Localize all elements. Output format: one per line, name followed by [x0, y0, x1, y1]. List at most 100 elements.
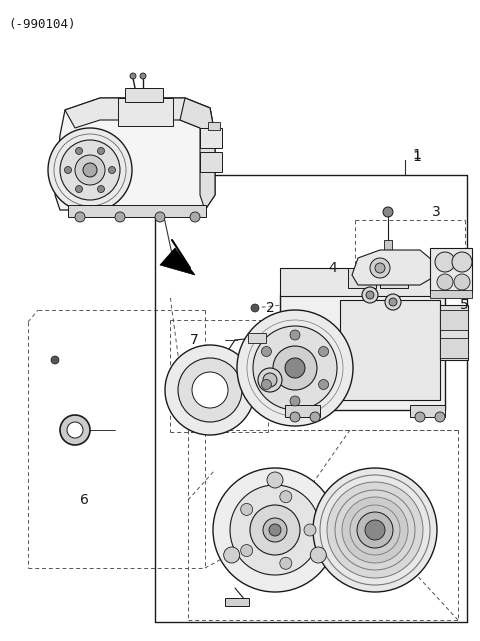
Circle shape	[97, 185, 105, 192]
Bar	[200, 152, 222, 172]
Circle shape	[385, 294, 401, 310]
Circle shape	[304, 524, 316, 536]
Circle shape	[165, 345, 255, 435]
Circle shape	[115, 212, 125, 222]
Circle shape	[251, 304, 259, 312]
Circle shape	[366, 291, 374, 299]
Text: 6: 6	[80, 493, 89, 507]
Circle shape	[454, 274, 470, 290]
Circle shape	[280, 491, 292, 503]
Circle shape	[342, 497, 408, 563]
Circle shape	[290, 396, 300, 406]
Bar	[125, 88, 163, 102]
Circle shape	[60, 415, 90, 445]
Circle shape	[258, 368, 282, 392]
Text: 7: 7	[190, 333, 199, 347]
Bar	[384, 240, 392, 258]
Circle shape	[319, 379, 329, 390]
Circle shape	[313, 468, 437, 592]
Circle shape	[357, 512, 393, 548]
Bar	[440, 310, 468, 330]
Circle shape	[290, 412, 300, 422]
Circle shape	[273, 346, 317, 390]
Circle shape	[192, 372, 228, 408]
Bar	[430, 248, 472, 293]
Circle shape	[267, 472, 283, 488]
Circle shape	[130, 73, 136, 79]
Circle shape	[263, 373, 277, 387]
Circle shape	[250, 505, 300, 555]
Circle shape	[237, 310, 353, 426]
Circle shape	[224, 547, 240, 563]
Circle shape	[262, 347, 271, 356]
Text: 5: 5	[460, 298, 469, 312]
Circle shape	[240, 503, 252, 515]
Circle shape	[155, 212, 165, 222]
Circle shape	[64, 167, 72, 174]
Circle shape	[327, 482, 423, 578]
Polygon shape	[352, 250, 432, 285]
Circle shape	[213, 468, 337, 592]
Bar	[440, 338, 468, 358]
Circle shape	[253, 326, 337, 410]
Bar	[68, 205, 206, 217]
Circle shape	[280, 557, 292, 569]
Text: 3: 3	[432, 205, 441, 219]
Circle shape	[370, 258, 390, 278]
Circle shape	[75, 185, 83, 192]
Circle shape	[290, 330, 300, 340]
Circle shape	[383, 207, 393, 217]
Circle shape	[269, 524, 281, 536]
Circle shape	[140, 73, 146, 79]
Circle shape	[240, 545, 252, 556]
Bar	[200, 128, 222, 148]
Circle shape	[365, 520, 385, 540]
Bar	[380, 268, 408, 288]
Circle shape	[435, 252, 455, 272]
Circle shape	[230, 485, 320, 575]
Circle shape	[263, 518, 287, 542]
Circle shape	[310, 547, 326, 563]
Text: (-990104): (-990104)	[8, 18, 75, 31]
Circle shape	[75, 147, 83, 154]
Circle shape	[310, 412, 320, 422]
Bar	[280, 295, 445, 410]
Bar	[248, 333, 266, 343]
Circle shape	[190, 212, 200, 222]
Circle shape	[415, 412, 425, 422]
Circle shape	[108, 167, 116, 174]
Bar	[430, 290, 472, 298]
Circle shape	[319, 347, 329, 356]
Circle shape	[51, 356, 59, 364]
Bar	[348, 268, 376, 288]
Circle shape	[435, 412, 445, 422]
Circle shape	[452, 252, 472, 272]
Bar	[440, 305, 468, 360]
Polygon shape	[160, 248, 195, 275]
Circle shape	[48, 128, 132, 212]
Bar	[340, 300, 440, 400]
Text: 1: 1	[412, 150, 421, 164]
Polygon shape	[55, 98, 215, 210]
Bar	[410, 405, 445, 417]
Circle shape	[362, 287, 378, 303]
Circle shape	[67, 422, 83, 438]
Circle shape	[437, 274, 453, 290]
Circle shape	[75, 212, 85, 222]
Circle shape	[178, 358, 242, 422]
Text: 4: 4	[328, 261, 337, 275]
Circle shape	[75, 155, 105, 185]
Circle shape	[60, 140, 120, 200]
Text: 2: 2	[266, 301, 275, 315]
Circle shape	[83, 163, 97, 177]
Circle shape	[285, 358, 305, 378]
Text: 1: 1	[412, 148, 421, 162]
Bar	[280, 268, 445, 296]
Bar	[118, 98, 173, 126]
Circle shape	[375, 263, 385, 273]
Circle shape	[389, 298, 397, 306]
Polygon shape	[180, 98, 215, 210]
Polygon shape	[65, 98, 215, 135]
Bar	[225, 598, 249, 606]
Bar	[208, 122, 220, 130]
